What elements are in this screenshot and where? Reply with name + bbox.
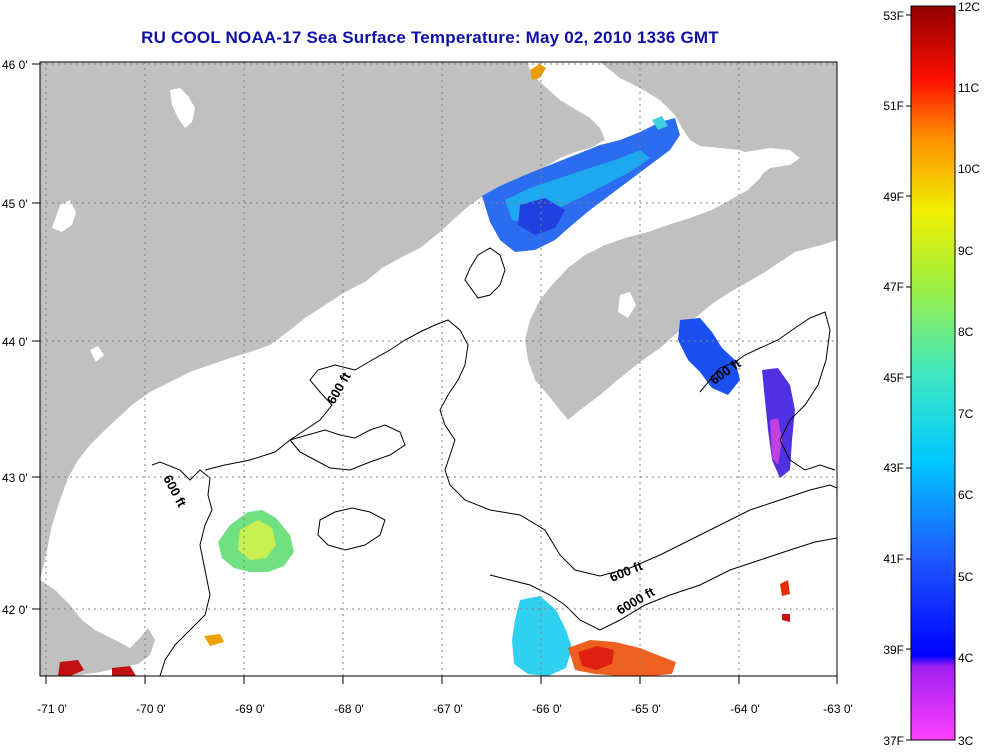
lon-tick-label: -64 0' bbox=[730, 702, 760, 716]
lat-tick-label: 43 0' bbox=[2, 471, 28, 485]
contour-basin bbox=[289, 424, 406, 471]
lake bbox=[170, 88, 195, 128]
colorbar-f-label: 43F bbox=[883, 461, 904, 475]
colorbar-f-label: 45F bbox=[883, 371, 904, 385]
sst-patch-georges-yellow bbox=[238, 520, 276, 560]
bay-of-fundy-head bbox=[678, 146, 800, 205]
land-new-england bbox=[40, 62, 605, 580]
longitude-labels: -71 0' -70 0' -69 0' -68 0' -67 0' -66 0… bbox=[37, 702, 853, 716]
lon-tick-label: -68 0' bbox=[334, 702, 364, 716]
contour-6000ft bbox=[489, 537, 837, 631]
colorbar-c-label: 11C bbox=[958, 81, 979, 95]
ticks bbox=[32, 63, 838, 684]
contour-600ft-ns bbox=[699, 311, 836, 471]
colorbar-c-label: 4C bbox=[958, 651, 974, 665]
contour-600ft-gulf bbox=[204, 319, 837, 577]
lat-tick-label: 44 0' bbox=[2, 335, 28, 349]
sst-patch-ns-shelf bbox=[678, 318, 740, 395]
colorbar-f-label: 41F bbox=[883, 552, 904, 566]
lon-tick-label: -70 0' bbox=[136, 702, 166, 716]
land-cape-cod bbox=[40, 580, 155, 676]
colorbar-f-label: 47F bbox=[883, 280, 904, 294]
colorbar-f-label: 51F bbox=[883, 99, 904, 113]
colorbar-c-label: 10C bbox=[958, 162, 980, 176]
colorbar-c-label: 7C bbox=[958, 407, 974, 421]
sst-patch-ne-cyan bbox=[652, 116, 668, 130]
colorbar-c-label: 8C bbox=[958, 325, 974, 339]
colorbar-f-label: 39F bbox=[883, 643, 904, 657]
colorbar-f-label: 37F bbox=[883, 734, 904, 748]
lon-tick-label: -71 0' bbox=[37, 702, 67, 716]
map-frame bbox=[39, 61, 838, 677]
lon-tick-label: -69 0' bbox=[235, 702, 265, 716]
sst-patch-top bbox=[530, 64, 546, 80]
sst-patch-fundy-deep bbox=[518, 198, 565, 235]
map-title: RU COOL NOAA-17 Sea Surface Temperature:… bbox=[141, 28, 719, 47]
colorbar-c-label: 9C bbox=[958, 244, 974, 258]
lon-tick-label: -66 0' bbox=[532, 702, 562, 716]
latitude-labels: 46 0' 45 0' 44 0' 43 0' 42 0' bbox=[2, 58, 28, 617]
sst-patch-ns-magenta bbox=[770, 418, 782, 465]
lat-tick-label: 46 0' bbox=[2, 58, 28, 72]
sst-patch-sw-red bbox=[58, 660, 84, 676]
sst-patch-south-red bbox=[578, 646, 614, 670]
sst-patch-sw-red2 bbox=[112, 666, 136, 676]
colorbar-gradient bbox=[910, 5, 956, 741]
colorbar-c-label: 6C bbox=[958, 488, 974, 502]
colorbar-f-label: 49F bbox=[883, 190, 904, 204]
lon-tick-label: -65 0' bbox=[631, 702, 661, 716]
sst-patch-e-red2 bbox=[782, 614, 790, 622]
colorbar-c-label: 12C bbox=[958, 0, 980, 14]
lon-tick-label: -63 0' bbox=[823, 702, 853, 716]
colorbar-f-label: 53F bbox=[883, 9, 904, 23]
lon-tick-label: -67 0' bbox=[433, 702, 463, 716]
lake bbox=[618, 292, 636, 318]
lat-tick-label: 45 0' bbox=[2, 197, 28, 211]
contour-600ft-west bbox=[151, 461, 213, 676]
lake bbox=[52, 200, 76, 232]
colorbar-c-label: 5C bbox=[958, 570, 974, 584]
contour-inner bbox=[464, 247, 506, 299]
colorbar: 53F 51F 49F 47F 45F 43F 41F 39F 37F 12C … bbox=[883, 0, 980, 748]
colorbar-c-label: 3C bbox=[958, 734, 974, 748]
contour-georges-shoal bbox=[317, 507, 386, 551]
lat-tick-label: 42 0' bbox=[2, 603, 28, 617]
sst-patch-e-red bbox=[780, 580, 790, 596]
sst-patch-sw-orange bbox=[204, 634, 224, 646]
lake bbox=[90, 346, 104, 362]
sst-patch-south-cyan bbox=[512, 596, 572, 676]
